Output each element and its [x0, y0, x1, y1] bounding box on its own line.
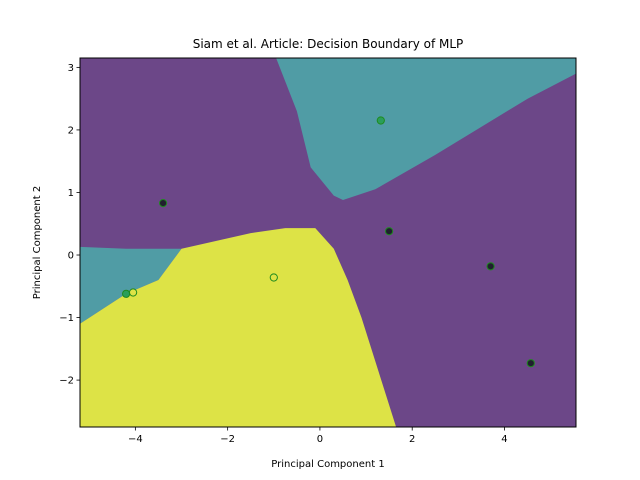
- data-point: [526, 359, 535, 368]
- chart-title: Siam et al. Article: Decision Boundary o…: [193, 37, 464, 51]
- data-point: [129, 288, 138, 297]
- x-tick-label: 0: [317, 434, 323, 445]
- y-tick-label: 2: [68, 125, 74, 136]
- region-class-1: [80, 246, 182, 324]
- data-point: [159, 199, 168, 208]
- y-tick-label: −2: [59, 376, 74, 387]
- y-tick-label: 3: [68, 63, 74, 74]
- x-tick-label: 2: [409, 434, 415, 445]
- x-tick-label: −2: [220, 434, 235, 445]
- data-point: [269, 273, 278, 282]
- data-point: [122, 289, 131, 298]
- plot-frame: [79, 57, 577, 428]
- data-point: [385, 227, 394, 236]
- y-tick-label: −1: [59, 313, 74, 324]
- x-axis: −4 −2 0 2 4: [128, 427, 508, 445]
- x-tick-label: −4: [128, 434, 143, 445]
- y-tick-label: 1: [68, 188, 74, 199]
- y-axis-label: Principal Component 2: [32, 186, 43, 299]
- data-point: [486, 262, 495, 271]
- x-axis-label: Principal Component 1: [271, 459, 384, 470]
- y-tick-label: 0: [68, 251, 74, 262]
- y-axis: −2 −1 0 1 2 3: [59, 63, 80, 387]
- x-tick-label: 4: [501, 434, 507, 445]
- plot-area: [80, 58, 576, 427]
- region-class-2: [80, 228, 397, 427]
- data-point: [376, 116, 385, 125]
- region-class-1: [276, 58, 576, 200]
